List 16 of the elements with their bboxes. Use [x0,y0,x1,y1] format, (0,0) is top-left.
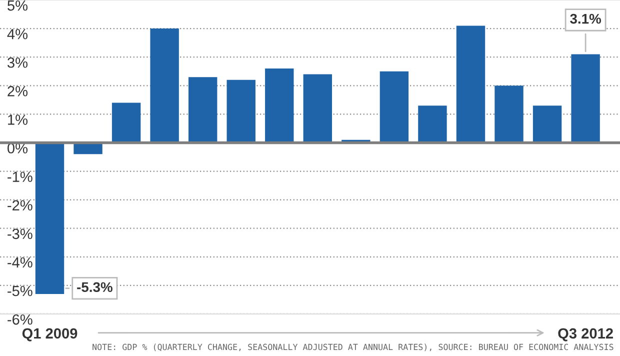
y-tick-label: -1% [8,172,32,182]
y-tick-label: 5% [8,0,28,11]
y-tick-label: -4% [8,257,32,268]
data-label: -5.3% [77,282,112,292]
x-tick-label: Q1 2009 [22,328,78,342]
y-tick-label: 3% [8,57,28,68]
x-tick-label: Q3 2012 [558,328,613,342]
y-tick-label: -6% [8,314,32,325]
y-tick-label: 4% [7,28,28,40]
y-tick-label: 2% [8,86,28,96]
y-tick-label: -3% [8,228,32,240]
y-tick-label: 1% [8,114,28,125]
y-tick-label: -5% [8,286,32,296]
text: NOTE: GDP % (QUARTERLY CHANGE, SEASONALLY ADJUSTED AT ANNUAL RATES), SOURCE: BUREAU OF ECONOMIC ANALYSIS [92,344,614,352]
y-tick-label: -2% [8,200,32,210]
data-label: 3.1% [570,14,602,24]
